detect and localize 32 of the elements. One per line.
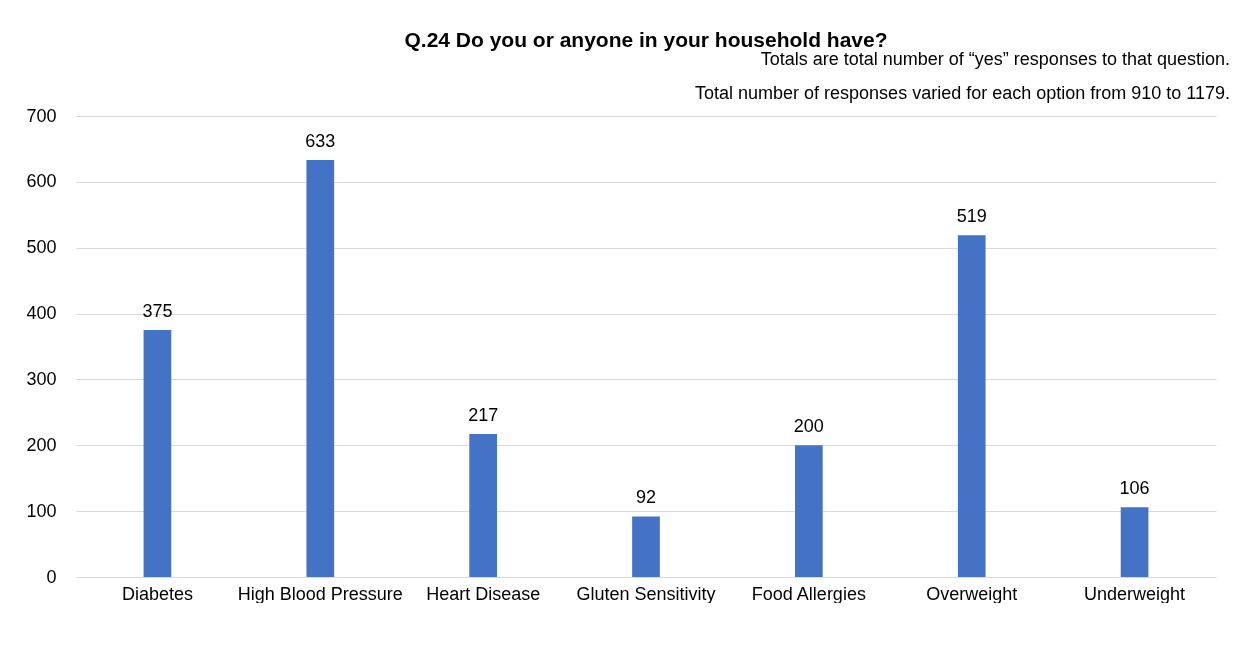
data-label: 519 (956, 206, 987, 227)
text: Total number of responses varied for each option from 910 to 1179. (695, 83, 1230, 103)
x-tick-label: Heart Disease (426, 583, 541, 604)
y-tick-label: 400 (26, 303, 57, 324)
bar (306, 160, 335, 577)
y-tick-label: 600 (26, 171, 57, 192)
x-tick-label: Diabetes (121, 583, 193, 604)
data-label: 633 (305, 131, 336, 152)
chart-title: Q.24 Do you or anyone in your household have? (404, 28, 888, 51)
data-label: 375 (142, 301, 173, 322)
data-label: 200 (793, 416, 824, 437)
bar (1120, 507, 1149, 577)
y-tick-label: 100 (26, 500, 57, 521)
y-tick-label: 300 (26, 368, 57, 389)
x-tick-label: Underweight (1084, 583, 1186, 604)
y-tick-label: 500 (26, 237, 57, 258)
y-tick-label: 200 (26, 434, 57, 455)
bar (957, 235, 986, 577)
bar (795, 445, 823, 577)
bar (143, 330, 172, 577)
x-tick-label: Overweight (926, 583, 1018, 604)
y-tick-label: 0 (46, 566, 57, 587)
data-label: 92 (635, 487, 657, 508)
chart-subtitle: Totals are total number of “yes” responses to that question. (760, 49, 1230, 69)
data-label: 217 (468, 405, 499, 426)
x-tick-label: Food Allergies (751, 583, 866, 604)
bar (469, 434, 497, 577)
data-label: 106 (1119, 478, 1150, 499)
y-tick-label: 700 (26, 105, 57, 126)
bar (632, 516, 660, 577)
x-tick-label: Gluten Sensitivity (576, 583, 716, 604)
x-tick-label: High Blood Pressure (237, 583, 403, 604)
